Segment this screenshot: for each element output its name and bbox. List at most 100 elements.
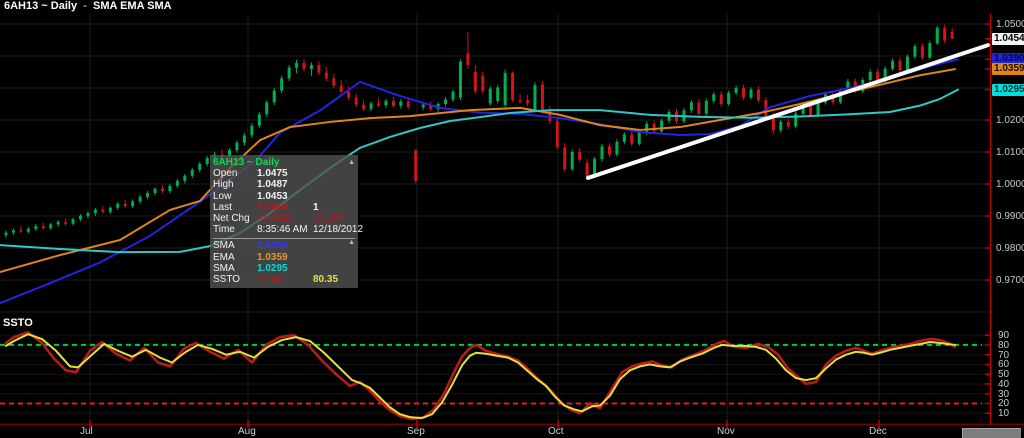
data-row-low: Low 1.0453 [213, 190, 288, 202]
candle-body [79, 215, 82, 220]
price-badge: 1.0390 [992, 53, 1024, 66]
candle-body [287, 67, 291, 79]
candle-body [891, 60, 895, 69]
candle-body [779, 121, 783, 131]
candle-body [943, 27, 947, 41]
candle-body [235, 142, 239, 151]
candle-body [868, 72, 872, 81]
candle-body [511, 72, 515, 101]
month-label: Oct [548, 426, 564, 437]
candle-body [660, 120, 664, 132]
candle-body [86, 213, 90, 216]
candle-body [391, 100, 395, 106]
candle-body [183, 175, 187, 181]
h-scrollbar-thumb[interactable] [962, 428, 1021, 438]
candle-body [458, 61, 462, 98]
candle-body [712, 94, 716, 101]
candle-body [518, 100, 522, 102]
candle-body [168, 185, 172, 192]
candle-body [138, 196, 142, 202]
ssto-axis-label: 30 [998, 388, 1010, 400]
ssto-axis-label: 50 [998, 369, 1010, 381]
candle-body [526, 100, 529, 104]
candle-body [64, 222, 68, 224]
candle-body [920, 46, 924, 58]
study-row-sma-fast: SMA 1.0390 [213, 240, 288, 252]
candle-body [56, 222, 60, 225]
candle-body [317, 64, 321, 73]
candle-body [4, 232, 8, 236]
candle-body [332, 78, 336, 86]
candle-body [242, 135, 246, 143]
candle-body [302, 63, 306, 69]
candle-body [593, 159, 597, 177]
candle-body [324, 72, 328, 79]
title-dash: - [83, 0, 87, 12]
price-badge: 1.0454 [992, 32, 1024, 45]
candle-body [123, 203, 127, 207]
candle-body [384, 100, 388, 106]
y-axis-label: 1.0000 [996, 179, 1024, 191]
candle-body [93, 209, 97, 214]
candle-body [935, 27, 939, 44]
candle-body [689, 102, 693, 111]
ssto-axis-label: 10 [998, 408, 1010, 420]
candle-body [645, 123, 649, 133]
studies-title: SMA EMA SMA [93, 0, 172, 12]
candle-body [362, 104, 366, 109]
candle-body [108, 207, 112, 212]
candle-body [764, 100, 768, 117]
candle-body [101, 209, 105, 212]
ma-line-0 [0, 58, 959, 305]
candle-body [444, 99, 448, 105]
data-window[interactable]: 6AH13 ~ Daily ▲ Open 1.0475 High 1.0487 Lo… [210, 155, 364, 289]
ma-line-2 [0, 88, 959, 254]
price-badge: 1.0295 [992, 83, 1024, 96]
data-row-high: High 1.0487 [213, 179, 288, 191]
candle-body [354, 97, 358, 105]
title-bar: 6AH13 ~ Daily - SMA EMA SMA [0, 0, 1024, 14]
ssto-axis-label: 60 [998, 359, 1010, 371]
candle-body [742, 88, 746, 98]
data-row-open: Open 1.0475 [213, 168, 288, 180]
candle-body [34, 226, 38, 229]
candle-body [786, 121, 790, 127]
candle-body [265, 102, 269, 115]
data-row-time: Time 8:35:46 AM 12/18/2012 [213, 224, 364, 236]
candle-body [727, 92, 731, 105]
candle-body [697, 102, 701, 114]
candle-body [414, 150, 418, 181]
y-axis-label: 0.9800 [996, 243, 1024, 255]
candle-body [883, 68, 887, 82]
candle-body [600, 146, 604, 160]
data-window-divider: ▲ [213, 238, 355, 246]
candle-body [876, 72, 880, 82]
month-label: Dec [869, 426, 887, 437]
candle-body [540, 84, 544, 110]
candle-body [637, 132, 641, 144]
month-label: Aug [238, 426, 256, 437]
candle-body [898, 60, 902, 71]
candle-body [555, 121, 559, 148]
candle-body [905, 56, 909, 71]
candle-body [913, 46, 917, 57]
candle-body [116, 203, 120, 208]
candle-body [377, 103, 380, 106]
month-label: Sep [407, 426, 425, 437]
candle-body [451, 91, 455, 100]
symbol-timeframe-title: 6AH13 ~ Daily [4, 0, 78, 12]
collapse-arrow-icon[interactable]: ▲ [348, 159, 355, 166]
candle-body [250, 125, 254, 136]
candle-body [607, 146, 611, 155]
month-label: Jul [80, 426, 93, 437]
candle-body [205, 158, 209, 164]
candle-body [190, 169, 194, 176]
candle-body [71, 219, 75, 224]
collapse-arrow-icon[interactable]: ▲ [348, 239, 355, 247]
trendline[interactable] [586, 43, 990, 180]
candle-body [756, 89, 760, 101]
candle-body [146, 192, 150, 197]
candle-body [771, 116, 775, 131]
